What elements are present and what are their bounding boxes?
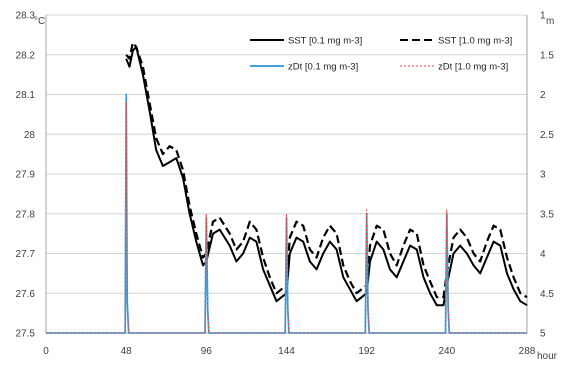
x-tick-label: 192 (358, 346, 375, 357)
y2-tick-label: 4.5 (540, 289, 554, 300)
legend-label-4: zDt [1.0 mg m-3] (438, 62, 508, 73)
x-tick-label: 240 (438, 346, 455, 357)
y2-tick-label: 5 (540, 329, 546, 340)
y-tick-label: 27.7 (16, 249, 36, 260)
y-tick-label: 27.9 (16, 170, 36, 181)
y-tick-label: 27.5 (16, 329, 36, 340)
y-tick-label: 28.1 (16, 90, 36, 101)
legend-label-3: zDt [0.1 mg m-3] (288, 62, 358, 73)
x-tick-label: 144 (278, 346, 295, 357)
y2-tick-label: 2 (540, 90, 546, 101)
axes: 27.5 27.6 27.7 27.8 27.9 28 28.1 28.2 28.3 1 1.5 2 2… (16, 11, 558, 363)
x-axis-unit: hour (537, 351, 558, 362)
series-lines (46, 41, 528, 334)
y-tick-label: 28 (24, 130, 36, 141)
y2-axis-unit: m (546, 16, 554, 27)
x-tick-label: 96 (201, 346, 213, 357)
y-axis-unit: °C (34, 16, 45, 27)
y2-tick-label: 3 (540, 170, 546, 181)
legend: SST [0.1 mg m-3] SST [1.0 mg m-3] zDt [0.1… (250, 36, 512, 73)
series-line-2 (125, 41, 528, 299)
y2-tick-label: 2.5 (540, 130, 554, 141)
y-tick-label: 27.8 (16, 209, 36, 220)
x-tick-label: 0 (43, 346, 49, 357)
y-tick-label: 27.6 (16, 289, 36, 300)
y-tick-label: 28.3 (16, 11, 36, 22)
y-tick-label: 28.2 (16, 50, 36, 61)
x-tick-label: 48 (121, 346, 133, 357)
series-line-4 (46, 102, 527, 334)
series-line-1 (125, 45, 528, 307)
y2-tick-label: 3.5 (540, 209, 554, 220)
legend-label-1: SST [0.1 mg m-3] (288, 36, 362, 47)
legend-label-2: SST [1.0 mg m-3] (438, 36, 512, 47)
x-tick-label: 288 (519, 346, 536, 357)
y2-tick-label: 1 (540, 11, 546, 22)
y2-tick-label: 4 (540, 249, 546, 260)
y2-tick-label: 1.5 (540, 50, 554, 61)
